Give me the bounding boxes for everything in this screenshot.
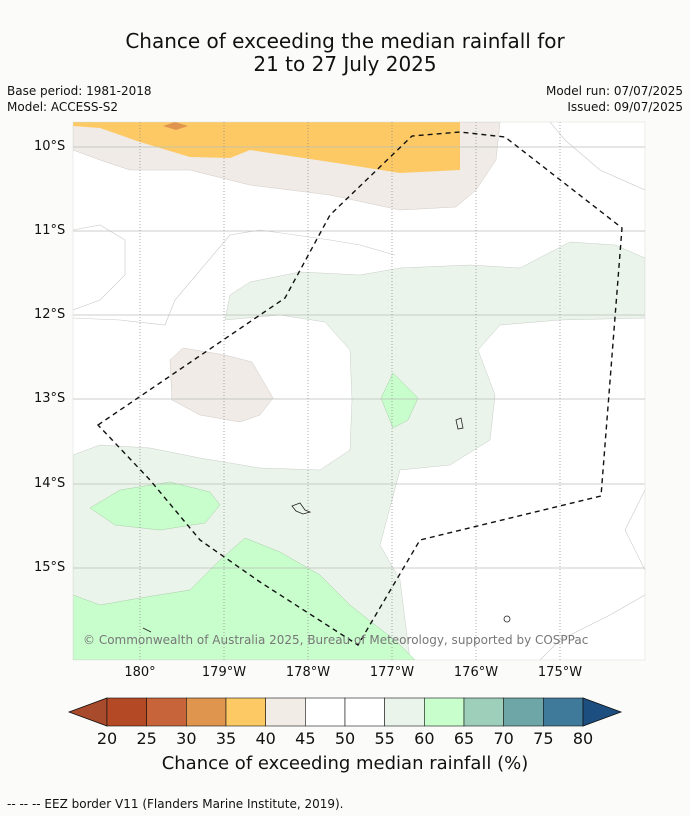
colorbar-segment	[106, 697, 147, 727]
region-55-60-central	[73, 241, 645, 660]
colorbar-segment	[543, 697, 584, 727]
contour-line-4	[624, 489, 645, 571]
colorbar-segment	[384, 697, 425, 727]
island-a	[291, 502, 312, 515]
eez-legend: -- -- -- EEZ border V11 (Flanders Marine…	[7, 797, 344, 811]
title-line-2: 21 to 27 July 2025	[253, 52, 437, 76]
colorbar-tick-label: 35	[215, 729, 237, 748]
colorbar-tick-label: 40	[255, 729, 276, 748]
island-d	[142, 627, 152, 633]
lon-label: 179°W	[201, 665, 247, 680]
region-60-65-a	[89, 481, 221, 531]
map-title: Chance of exceeding the median rainfall …	[0, 30, 690, 76]
region-40-45-west	[169, 347, 274, 423]
lon-label: 175°W	[537, 665, 583, 680]
colorbar-tick-label: 55	[374, 729, 395, 748]
lat-label: 10°S	[34, 139, 66, 154]
colorbar-tick-label: 25	[136, 729, 157, 748]
lon-label: 178°W	[285, 665, 331, 680]
lat-label: 11°S	[34, 223, 66, 238]
island-c	[503, 615, 511, 623]
contour-line-5	[539, 594, 645, 660]
contour-line-1	[73, 224, 126, 311]
eez-border	[96, 131, 623, 646]
lat-label: 15°S	[34, 560, 66, 575]
lon-label: 180°	[124, 665, 156, 680]
colorbar-segment	[305, 697, 346, 727]
model-name: Model: ACCESS-S2	[7, 100, 119, 114]
gridlines	[73, 146, 645, 569]
issued-date: Issued: 09/07/2025	[567, 100, 683, 114]
map-frame	[72, 121, 646, 661]
colorbar-arrow-left	[67, 697, 108, 727]
colorbar-segment	[424, 697, 465, 727]
colorbar-segment	[344, 697, 385, 727]
title-line-1: Chance of exceeding the median rainfall …	[125, 29, 565, 53]
region-60-65-b	[73, 537, 416, 660]
contour-line-2	[73, 229, 396, 326]
colorbar-tick-label: 45	[295, 729, 316, 748]
base-period: Base period: 1981-2018	[7, 84, 152, 98]
contour-line-3	[549, 122, 645, 191]
colorbar-tick-label: 60	[414, 729, 435, 748]
region-35-40-north	[73, 122, 460, 173]
colorbar-segment	[186, 697, 227, 727]
colorbar-tick-label: 70	[493, 729, 514, 748]
colorbar-segment	[463, 697, 504, 727]
region-60-65-c	[380, 372, 419, 429]
colorbar-segment	[146, 697, 187, 727]
lat-label: 14°S	[34, 476, 66, 491]
colorbar-segment	[503, 697, 544, 727]
colorbar-tick-label: 65	[453, 729, 475, 748]
colorbar-tick-label: 20	[96, 729, 118, 748]
meta-right: Model run: 07/07/2025 Issued: 09/07/2025	[546, 83, 683, 115]
colorbar-segment	[225, 697, 266, 727]
lon-label: 176°W	[453, 665, 499, 680]
lat-label: 13°S	[34, 391, 66, 406]
lon-label: 177°W	[369, 665, 415, 680]
colorbar-arrow-right	[582, 697, 623, 727]
meta-left: Base period: 1981-2018 Model: ACCESS-S2	[7, 83, 152, 115]
colorbar-segment	[265, 697, 306, 727]
colorbar-tick-label: 50	[334, 729, 356, 748]
lat-label: 12°S	[34, 307, 66, 322]
colorbar-label: Chance of exceeding median rainfall (%)	[161, 753, 529, 774]
island-b	[455, 417, 464, 430]
copyright-text: © Commonwealth of Australia 2025, Bureau…	[83, 633, 589, 647]
region-30-35-spot	[163, 122, 188, 130]
colorbar-tick-label: 80	[572, 729, 594, 748]
colorbar-tick-label: 30	[176, 729, 197, 748]
model-run: Model run: 07/07/2025	[545, 84, 683, 98]
colorbar	[67, 697, 623, 727]
colorbar-tick-label: 75	[533, 729, 554, 748]
